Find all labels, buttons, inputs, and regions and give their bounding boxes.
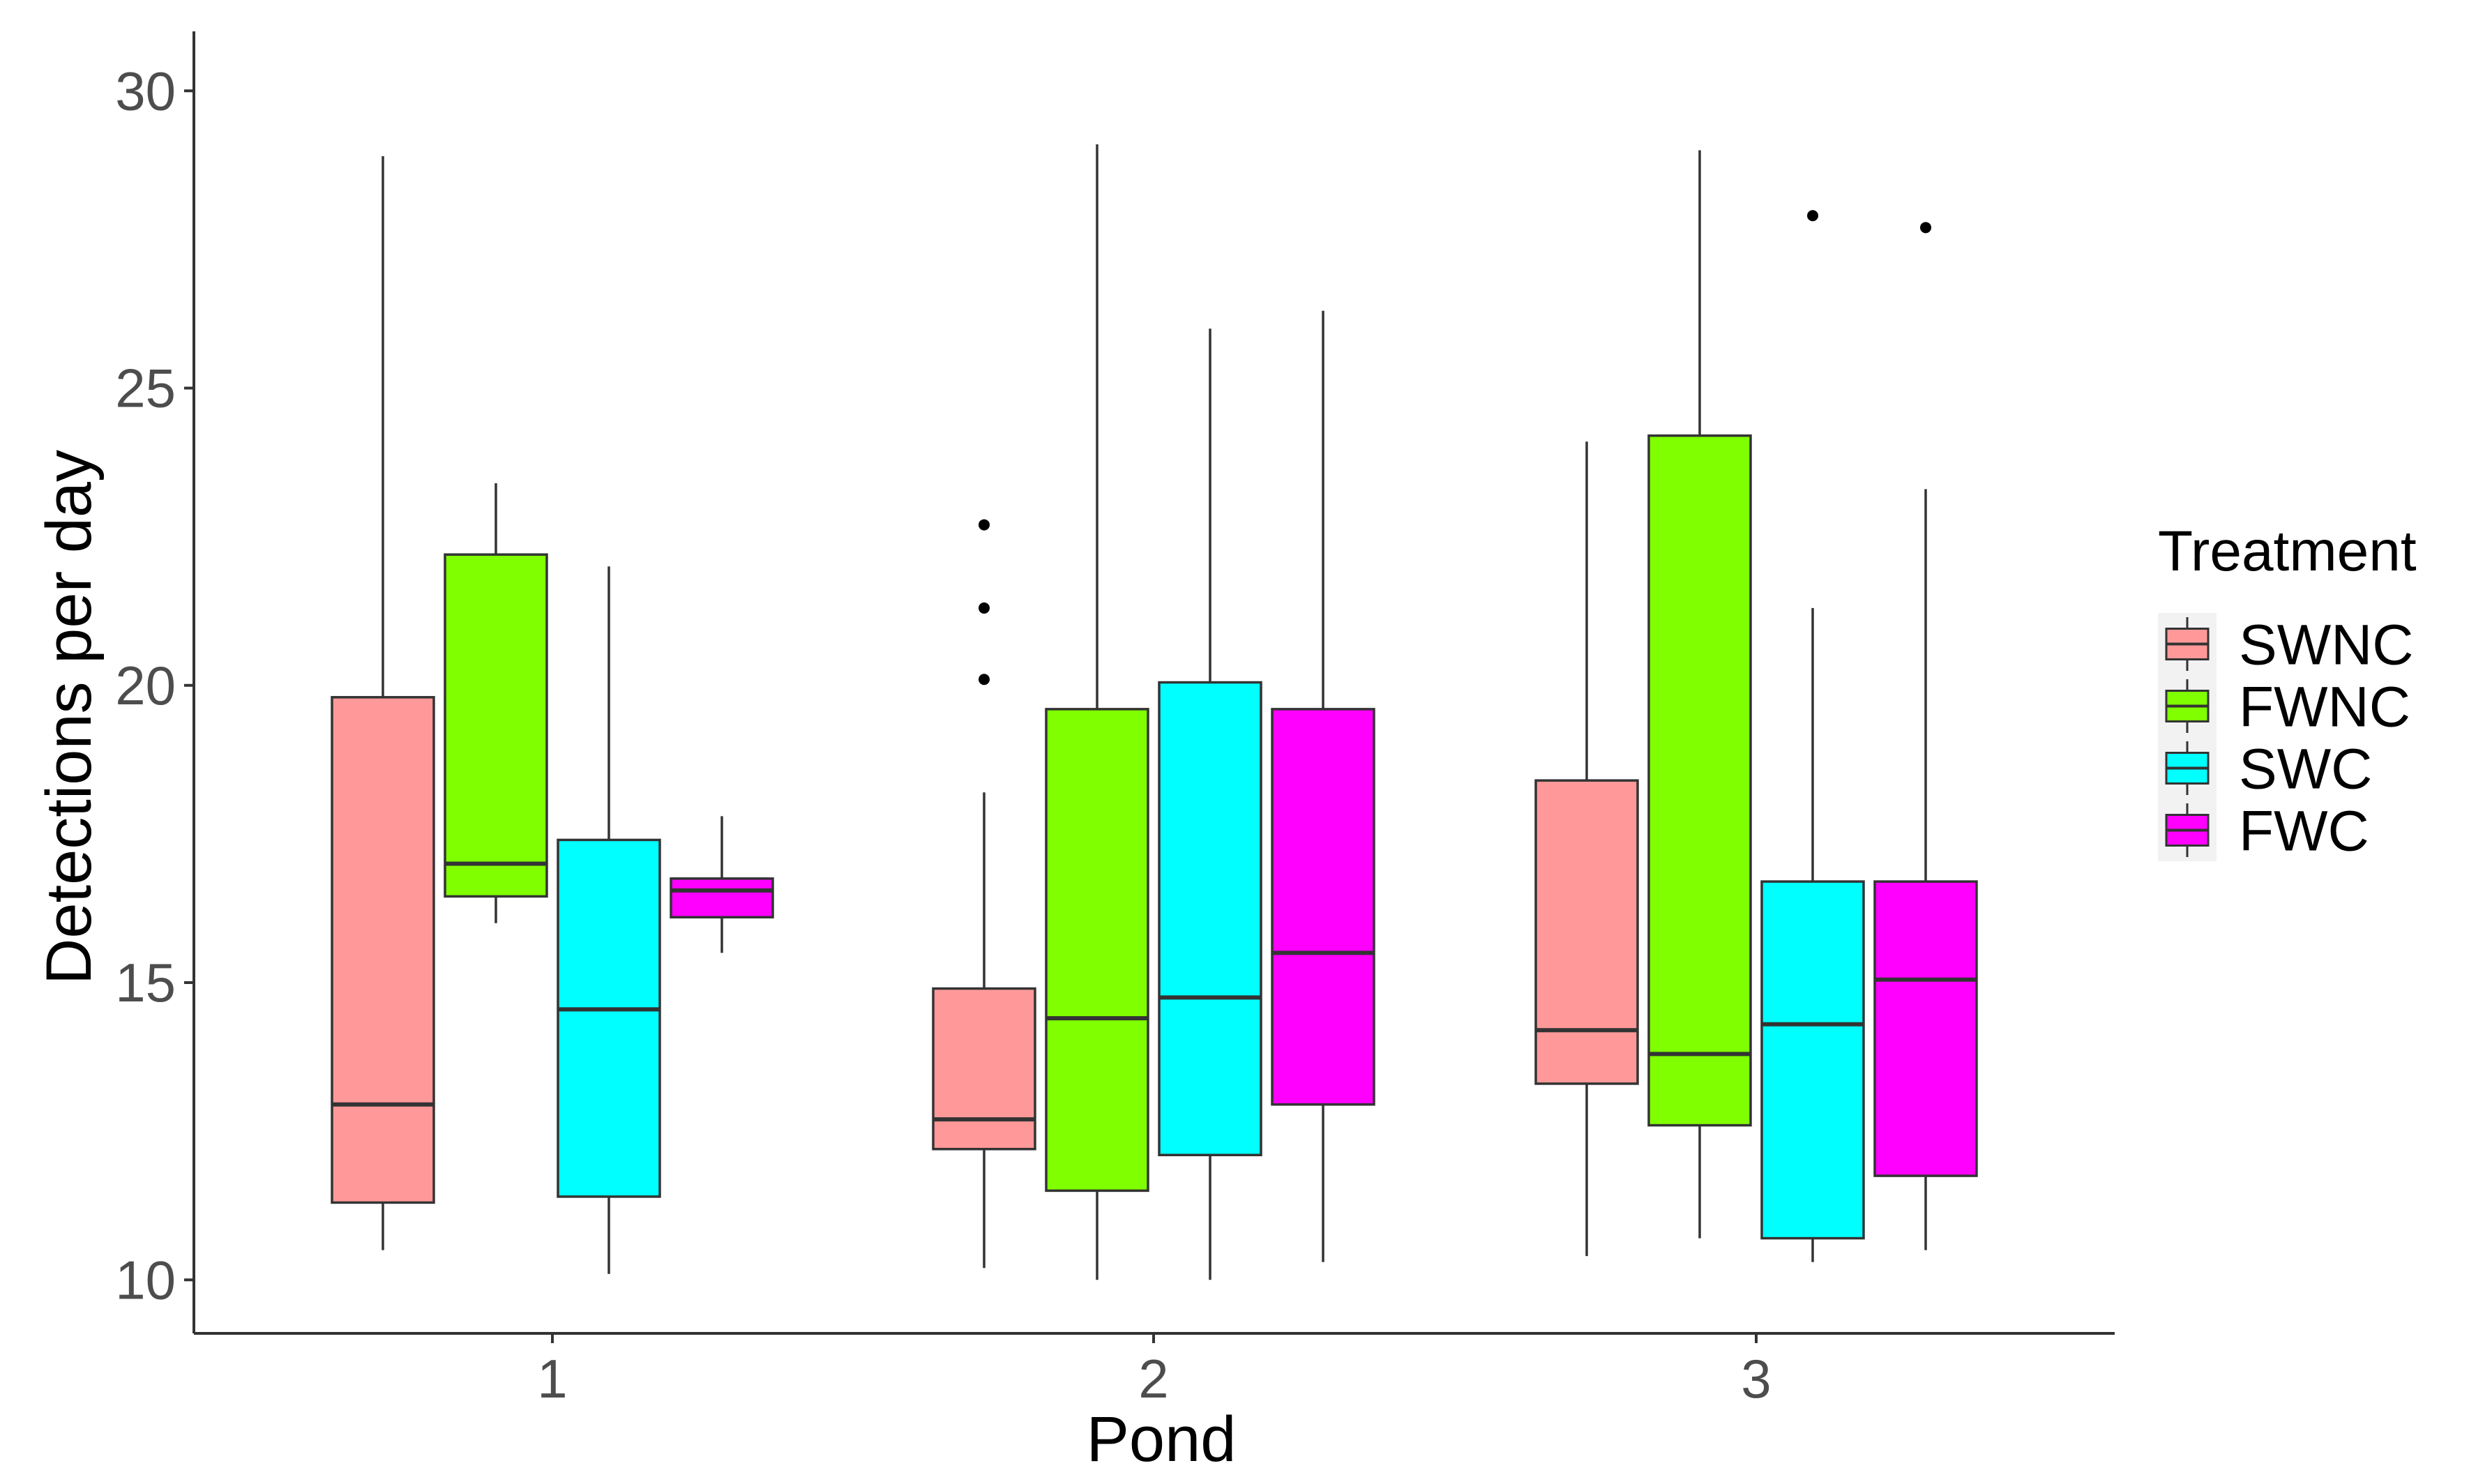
y-axis-title: Detections per day: [33, 450, 105, 985]
box-body: [1760, 880, 1865, 1240]
y-tick-label: 25: [115, 358, 176, 419]
outlier-point: [979, 602, 990, 614]
box-fwnc-pond-3: [1647, 150, 1752, 1239]
box-fwnc-pond-2: [1045, 144, 1149, 1280]
y-tick-label: 15: [115, 952, 176, 1013]
legend-label: FWNC: [2239, 676, 2410, 739]
box-body: [331, 696, 435, 1204]
legend-label: SWNC: [2239, 614, 2414, 677]
box-swnc-pond-2: [932, 519, 1036, 1269]
y-ticks: 10 15 20 25 30: [115, 60, 194, 1310]
box-swnc-pond-3: [1534, 441, 1639, 1257]
outlier-point: [979, 674, 990, 686]
x-tick-label: 1: [537, 1348, 567, 1409]
x-ticks: 1 2 3: [537, 1333, 1772, 1409]
box-fwc-pond-2: [1271, 310, 1375, 1262]
legend-item-swnc: SWNC: [2165, 614, 2414, 677]
outlier-point: [1920, 222, 1931, 234]
x-tick-label: 3: [1741, 1348, 1771, 1409]
box-body: [932, 987, 1036, 1151]
legend-item-fwc: FWC: [2165, 800, 2369, 863]
x-axis-title: Pond: [1087, 1404, 1237, 1475]
box-fwc-pond-3: [1873, 222, 1978, 1250]
x-tick-label: 2: [1138, 1348, 1168, 1409]
legend-item-fwnc: FWNC: [2165, 676, 2410, 739]
box-swc-pond-3: [1760, 210, 1865, 1262]
box-fwnc-pond-1: [444, 483, 548, 923]
legend-title: Treatment: [2158, 520, 2417, 583]
box-swnc-pond-1: [331, 156, 435, 1250]
boxes-layer: [331, 144, 1978, 1280]
box-body: [1271, 708, 1375, 1106]
box-body: [1647, 434, 1752, 1127]
box-body: [670, 877, 774, 918]
outlier-point: [1807, 210, 1818, 222]
box-body: [1873, 880, 1978, 1177]
y-tick-label: 10: [115, 1249, 176, 1310]
box-fwc-pond-1: [670, 816, 774, 953]
box-swc-pond-2: [1158, 328, 1262, 1280]
legend-label: SWC: [2239, 738, 2372, 801]
box-body: [1045, 708, 1149, 1192]
box-swc-pond-1: [557, 566, 661, 1274]
y-tick-label: 30: [115, 60, 176, 121]
legend-label: FWC: [2239, 800, 2369, 863]
box-body: [1158, 681, 1262, 1156]
y-tick-label: 20: [115, 655, 176, 716]
box-body: [557, 838, 661, 1198]
box-body: [444, 553, 548, 898]
outlier-point: [979, 519, 990, 531]
box-body: [1534, 779, 1639, 1085]
legend-item-swc: SWC: [2165, 738, 2372, 801]
